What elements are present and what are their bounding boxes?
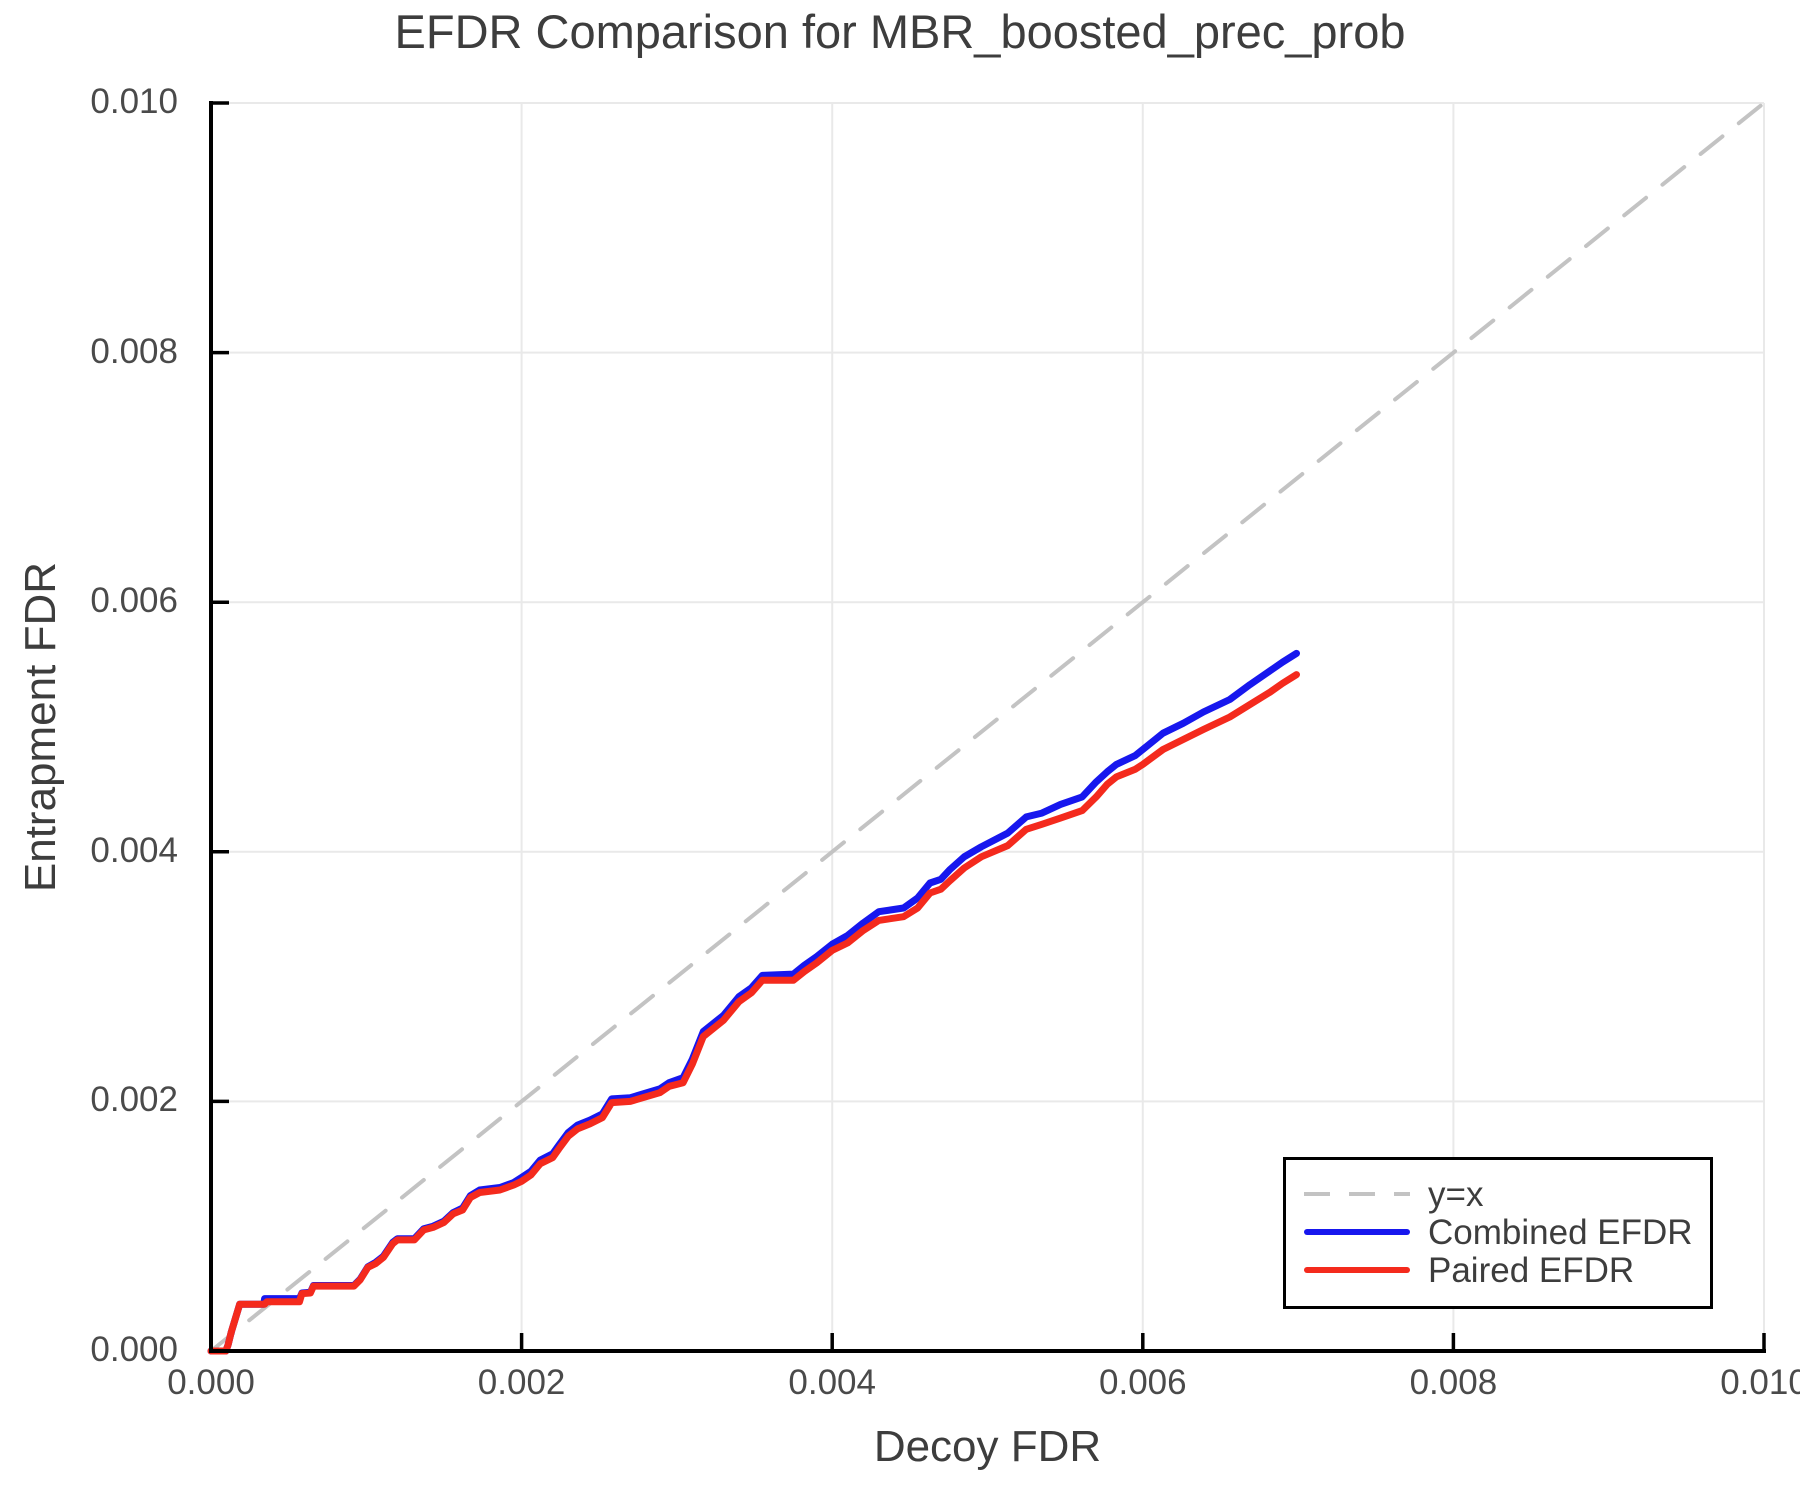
y-tick-label-0.000: 0.000 [90, 1330, 178, 1370]
x-tick-label-0.004: 0.004 [788, 1363, 876, 1402]
legend-row-identity: y=x [1304, 1175, 1710, 1213]
legend-label-identity: y=x [1428, 1174, 1484, 1214]
x-tick-label-0.006: 0.006 [1099, 1363, 1187, 1402]
x-tick-label-0.010: 0.010 [1720, 1363, 1800, 1402]
legend-label-paired-efdr: Paired EFDR [1428, 1250, 1635, 1290]
legend-row-combined-efdr: Combined EFDR [1304, 1213, 1710, 1251]
chart-title: EFDR Comparison for MBR_boosted_prec_pro… [394, 5, 1406, 58]
y-tick-label-0.006: 0.006 [90, 581, 178, 621]
legend-label-combined-efdr: Combined EFDR [1428, 1212, 1693, 1252]
y-tick-label-0.008: 0.008 [90, 331, 178, 371]
x-axis-label: Decoy FDR [873, 1422, 1102, 1471]
x-tick-label-0.000: 0.000 [167, 1363, 255, 1402]
legend-line-dashed-icon [1304, 1192, 1410, 1196]
x-tick-label-0.002: 0.002 [477, 1363, 566, 1402]
legend-line-blue-icon [1304, 1229, 1410, 1235]
legend-row-paired-efdr: Paired EFDR [1304, 1251, 1710, 1289]
y-tick-label-0.002: 0.002 [90, 1080, 178, 1120]
y-tick-label-0.010: 0.010 [90, 82, 178, 122]
x-tick-label-0.008: 0.008 [1409, 1363, 1498, 1402]
legend-line-red-icon [1304, 1267, 1410, 1273]
y-tick-label-0.004: 0.004 [90, 830, 178, 870]
legend-box: y=x Combined EFDR Paired EFDR [1283, 1157, 1713, 1309]
